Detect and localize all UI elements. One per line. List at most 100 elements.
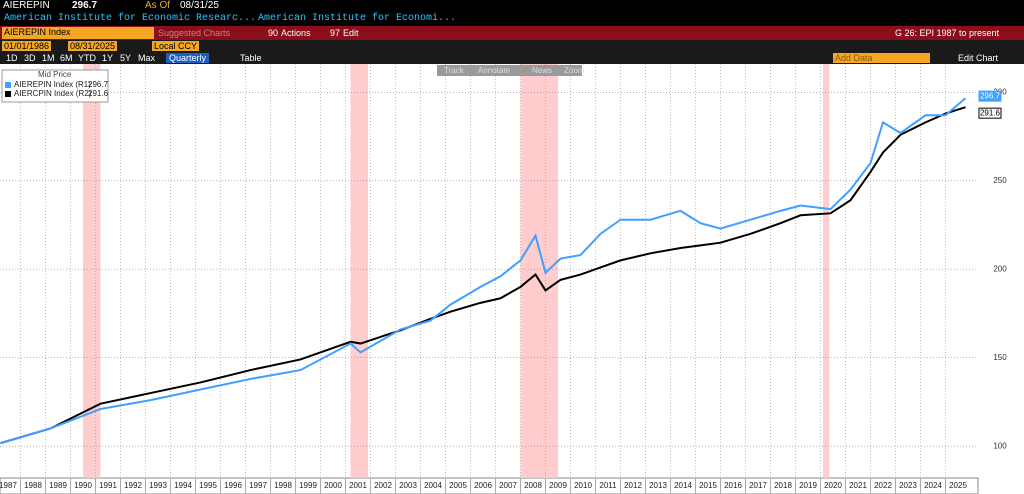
x-tick-label: 2000	[324, 481, 342, 490]
x-tick-label: 2014	[674, 481, 692, 490]
legend-bg	[1, 69, 109, 103]
x-tick-label: 2016	[724, 481, 742, 490]
recession-shade	[83, 64, 101, 478]
recession-shade	[350, 64, 368, 478]
x-tick-label: 2007	[499, 481, 517, 490]
x-tick-label: 1998	[274, 481, 292, 490]
x-tick-label: 2011	[599, 481, 617, 490]
x-tick-label: 2019	[799, 481, 817, 490]
legend-label: AIERCPIN Index (R2)	[14, 89, 92, 98]
period-button[interactable]: 1M	[42, 53, 55, 63]
x-tick-label: 2009	[549, 481, 567, 490]
legend-swatch	[5, 91, 11, 97]
description: American Institute for Economi...	[258, 13, 457, 24]
x-tick-label: 2021	[849, 481, 867, 490]
plot-area	[0, 64, 978, 478]
x-tick-label: 2008	[524, 481, 542, 490]
last-value-tag	[978, 90, 1002, 102]
recession-shade	[823, 64, 830, 478]
period-button[interactable]: 1D	[6, 53, 18, 63]
security-box[interactable]: AIEREPIN Index	[2, 27, 154, 39]
x-tick-label: 1997	[249, 481, 267, 490]
legend-swatch	[5, 82, 11, 88]
x-tick-label: 2002	[374, 481, 392, 490]
y-tick-label: 250	[993, 176, 1007, 185]
y-tick-label: 100	[993, 441, 1007, 450]
period-button[interactable]: 6M	[60, 53, 73, 63]
x-tick-label: 1988	[24, 481, 42, 490]
currency[interactable]: Local CCY	[152, 41, 200, 51]
x-tick-label: 2017	[749, 481, 767, 490]
y-tick-label: 200	[993, 264, 1007, 273]
ticker: AIEREPIN	[3, 0, 50, 11]
x-tick-label: 2005	[449, 481, 467, 490]
period-button[interactable]: 3D	[24, 53, 36, 63]
last-value-label: 291.6	[980, 108, 1001, 117]
top-bar: AIEREPIN 296.7 As Of 08/31/25	[0, 0, 1024, 12]
last-value-tag	[978, 107, 1002, 119]
x-tick-label: 1999	[299, 481, 317, 490]
x-tick-label: 2003	[399, 481, 417, 490]
edit-key[interactable]: 97	[330, 28, 341, 38]
x-tick-label: 2010	[574, 481, 592, 490]
frequency[interactable]: Quarterly	[166, 53, 210, 63]
tools-bg	[437, 65, 582, 76]
period-button[interactable]: Max	[138, 53, 156, 63]
period-button[interactable]: 5Y	[120, 53, 132, 63]
chart-name: G 26: EPI 1987 to present	[895, 28, 1000, 38]
period-button[interactable]: YTD	[78, 53, 96, 63]
description: American Institute for Economic Researc.…	[4, 13, 257, 24]
legend-label: AIEREPIN Index (R1)	[14, 80, 91, 89]
start-date[interactable]: 01/01/1986	[2, 41, 52, 51]
tool-button[interactable]: News	[532, 66, 552, 75]
x-tick-label: 2006	[474, 481, 492, 490]
x-tick-label: 1992	[124, 481, 142, 490]
x-tick-label: 2013	[649, 481, 667, 490]
tool-button[interactable]: Annotate	[478, 66, 511, 75]
x-tick-label: 1994	[174, 481, 192, 490]
x-tick-label: 2015	[699, 481, 717, 490]
tool-button[interactable]: Zoom	[564, 66, 585, 75]
x-tick-label: 1993	[149, 481, 167, 490]
x-tick-label: 2018	[774, 481, 792, 490]
tool-button[interactable]: Track	[444, 66, 465, 75]
date-bar: 01/01/1986 08/31/2025 Local CCY	[0, 40, 1024, 52]
x-tick-label: 1991	[99, 481, 117, 490]
menu-bar: AIEREPIN Index Suggested Charts 90 Actio…	[0, 26, 1024, 40]
as-of: 08/31/25	[180, 0, 219, 11]
actions-key[interactable]: 90	[268, 28, 279, 38]
x-tick-label: 1987	[0, 481, 17, 490]
suggested-charts[interactable]: Suggested Charts	[158, 28, 231, 38]
legend-value: 296.7	[88, 80, 109, 89]
series-line	[0, 106, 966, 445]
x-tick-label: 2020	[824, 481, 842, 490]
actions[interactable]: Actions	[281, 28, 311, 38]
table-button[interactable]: Table	[240, 53, 262, 63]
as-of-label: As Of	[145, 0, 171, 11]
chart-tools: Track Annotate News Zoom	[437, 65, 585, 76]
desc-bar: American Institute for Economic Researc.…	[0, 12, 1024, 26]
recession-shade	[520, 64, 558, 478]
period-button[interactable]: 1Y	[102, 53, 114, 63]
x-tick-label: 2025	[949, 481, 967, 490]
edit[interactable]: Edit	[343, 28, 359, 38]
x-tick-label: 2024	[924, 481, 942, 490]
x-tick-label: 1989	[49, 481, 67, 490]
add-data[interactable]: Add Data	[833, 53, 930, 63]
period-bar: Quarterly Table Add Data Edit Chart 1D 3D…	[0, 52, 1024, 64]
x-tick-label: 1990	[74, 481, 92, 490]
x-tick-label: 2023	[899, 481, 917, 490]
axis-area	[978, 64, 1024, 494]
end-date[interactable]: 08/31/2025	[68, 41, 118, 51]
series-line	[0, 97, 967, 445]
x-tick-label: 2012	[624, 481, 642, 490]
last-value-label: 296.7	[980, 91, 1001, 100]
last-price: 296.7	[72, 0, 98, 11]
x-tick-label: 2001	[349, 481, 367, 490]
x-tick-label: 2004	[424, 481, 442, 490]
edit-chart[interactable]: Edit Chart	[958, 53, 999, 63]
legend-value: 291.6	[88, 89, 109, 98]
x-tick-label: 2022	[874, 481, 892, 490]
